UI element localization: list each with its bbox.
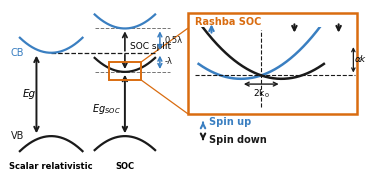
Text: Scalar relativistic: Scalar relativistic xyxy=(9,162,93,171)
Text: 0.5λ: 0.5λ xyxy=(165,36,183,45)
Bar xyxy=(109,62,141,80)
Text: Eg: Eg xyxy=(23,89,36,99)
Text: Eg$_{SOC}$: Eg$_{SOC}$ xyxy=(92,102,121,116)
Text: Spin up: Spin up xyxy=(209,117,251,127)
Text: SOC split: SOC split xyxy=(130,42,172,51)
Bar xyxy=(187,13,357,114)
Text: Spin down: Spin down xyxy=(209,135,266,145)
Text: -λ: -λ xyxy=(165,57,173,66)
Text: 2k$_0$: 2k$_0$ xyxy=(253,88,270,100)
Text: Rashba SOC: Rashba SOC xyxy=(195,17,261,27)
Text: SOC: SOC xyxy=(115,162,135,171)
Text: CB: CB xyxy=(11,48,24,58)
Text: VB: VB xyxy=(11,131,24,141)
Text: αk: αk xyxy=(355,55,366,64)
